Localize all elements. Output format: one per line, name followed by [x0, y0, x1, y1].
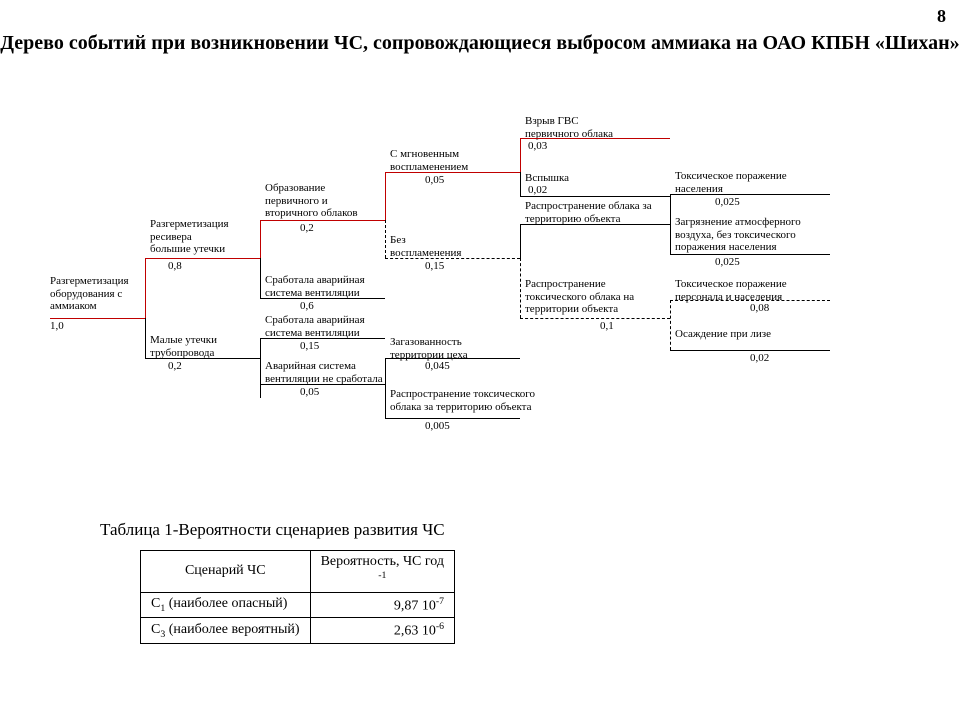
edge-B1	[260, 220, 385, 221]
edge-A1	[145, 258, 260, 259]
table-row: С3 (наиболее вероятный) 2,63 10-6	[141, 618, 455, 644]
edge-A1-down	[260, 258, 261, 298]
table-cell: 9,87 10-7	[310, 592, 454, 618]
table-row: С1 (наиболее опасный) 9,87 10-7	[141, 592, 455, 618]
node-E2-label: Загрязнение атмосферного воздуха, без то…	[675, 216, 801, 254]
edge-C3	[385, 358, 520, 359]
edge-D3	[520, 224, 670, 225]
node-E1-value: 0,025	[715, 196, 740, 208]
table-cell: 2,63 10-6	[310, 618, 454, 644]
edge-D3-v	[670, 194, 671, 254]
node-C3-value: 0,045	[425, 360, 450, 372]
table-col-scenario: Сценарий ЧС	[141, 551, 311, 593]
table-header-row: Сценарий ЧС Вероятность, ЧС год-1	[141, 551, 455, 593]
edge-root	[50, 318, 145, 319]
node-C4-label: Распространение токсического облака за т…	[390, 388, 535, 413]
edge-D4-v	[670, 300, 671, 350]
edge-B4	[260, 384, 385, 385]
node-A2-label: Малые утечки трубопровода	[150, 334, 217, 359]
node-root-value: 1,0	[50, 320, 64, 332]
edge-root-down	[145, 318, 146, 358]
node-B1-label: Образование первичного и вторичного обла…	[265, 182, 358, 220]
edge-B2	[260, 298, 385, 299]
node-B4-value: 0,05	[300, 386, 319, 398]
edge-A1-up	[260, 220, 261, 258]
node-D1-label: Взрыв ГВС первичного облака	[525, 115, 613, 140]
node-A2-value: 0,2	[168, 360, 182, 372]
node-B2-value: 0,6	[300, 300, 314, 312]
node-D2-value: 0,02	[528, 184, 547, 196]
node-D2-label: Вспышка	[525, 172, 569, 185]
node-C4-value: 0,005	[425, 420, 450, 432]
edge-C1	[385, 172, 520, 173]
edge-D2	[520, 196, 670, 197]
page: 8 Дерево событий при возникновении ЧС, с…	[0, 0, 960, 720]
edge-D4	[520, 318, 670, 319]
probability-table: Сценарий ЧС Вероятность, ЧС год-1 С1 (на…	[140, 550, 455, 644]
edge-C2-up	[520, 224, 521, 258]
edge-A2	[145, 358, 260, 359]
node-C2-label: Без воспламенения	[390, 234, 461, 259]
page-title: Дерево событий при возникновении ЧС, соп…	[0, 30, 960, 57]
edge-B3	[260, 338, 385, 339]
node-C1-label: С мгновенным воспламенением	[390, 148, 468, 173]
table-cell: С3 (наиболее вероятный)	[141, 618, 311, 644]
edge-E1	[670, 194, 830, 195]
node-D4-label: Распространение токсического облака на т…	[525, 278, 634, 316]
edge-root-up	[145, 258, 146, 318]
edge-E4	[670, 350, 830, 351]
node-B3-label: Сработала аварийная система вентиляции	[265, 314, 365, 339]
node-E1-label: Токсическое поражение населения	[675, 170, 787, 195]
edge-B4-v	[385, 358, 386, 418]
table-cell: С1 (наиболее опасный)	[141, 592, 311, 618]
edge-C1-up	[520, 138, 521, 172]
node-E4-value: 0,02	[750, 352, 769, 364]
node-A1-label: Разгерметизация ресивера большие утечки	[150, 218, 229, 256]
node-D4-value: 0,1	[600, 320, 614, 332]
node-B1-value: 0,2	[300, 222, 314, 234]
edge-D1	[520, 138, 670, 139]
page-number: 8	[937, 6, 946, 27]
edge-E3	[670, 300, 830, 301]
edge-C4	[385, 418, 520, 419]
node-C1-value: 0,05	[425, 174, 444, 186]
node-B2-label: Сработала аварийная система вентиляции	[265, 274, 365, 299]
edge-C2	[385, 258, 520, 259]
edge-E2	[670, 254, 830, 255]
node-E3-value: 0,08	[750, 302, 769, 314]
edge-C1-down	[520, 172, 521, 196]
node-B3-value: 0,15	[300, 340, 319, 352]
event-tree-diagram: Разгерметизация оборудования с аммиаком …	[50, 120, 920, 450]
node-B4-label: Аварийная система вентиляции не сработал…	[265, 360, 383, 385]
edge-B1-up	[385, 172, 386, 220]
table-caption: Таблица 1-Вероятности сценариев развития…	[100, 520, 445, 540]
node-C2-value: 0,15	[425, 260, 444, 272]
edge-B1-down	[385, 220, 386, 258]
node-D1-value: 0,03	[528, 140, 547, 152]
node-E4-label: Осаждение при лизе	[675, 328, 771, 341]
edge-A2-v	[260, 338, 261, 398]
edge-C2-down	[520, 258, 521, 318]
node-E2-value: 0,025	[715, 256, 740, 268]
node-root-label: Разгерметизация оборудования с аммиаком	[50, 275, 129, 313]
node-A1-value: 0,8	[168, 260, 182, 272]
node-D3-label: Распространение облака за территорию объ…	[525, 200, 652, 225]
table-col-probability: Вероятность, ЧС год-1	[310, 551, 454, 593]
